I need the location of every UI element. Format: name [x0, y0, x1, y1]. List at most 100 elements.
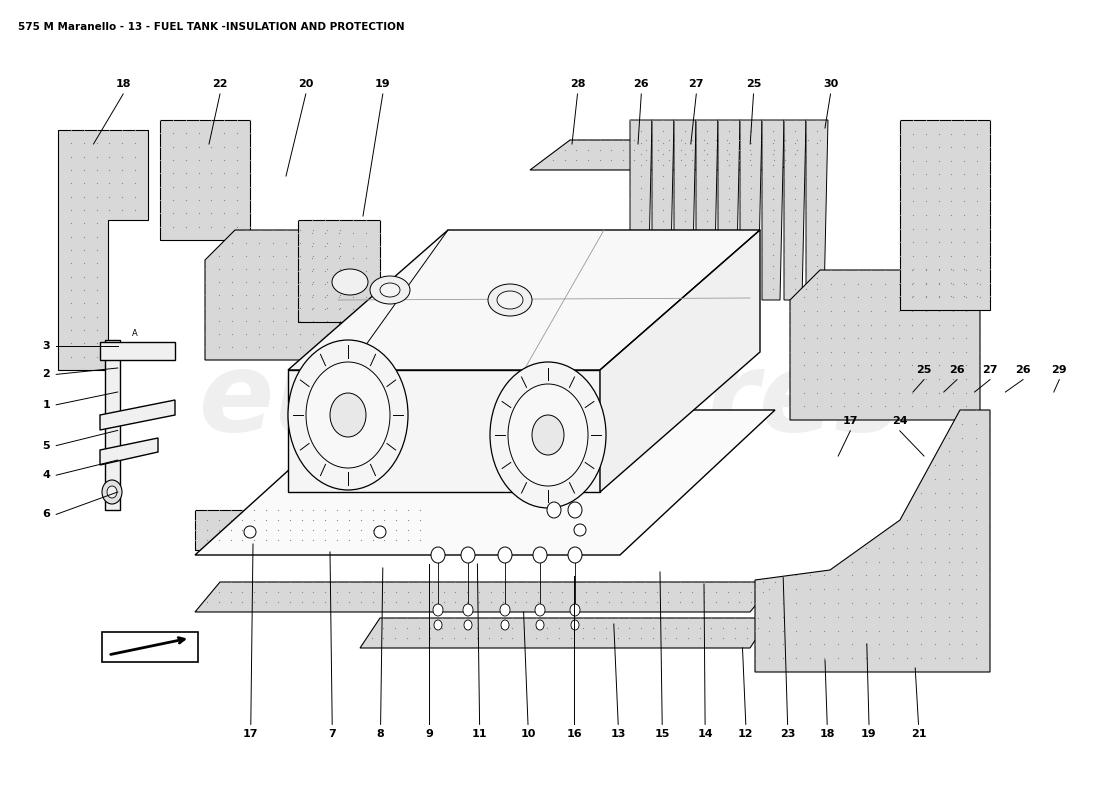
Point — [971, 278, 989, 290]
Point — [884, 555, 902, 568]
Point — [305, 250, 322, 262]
Point — [967, 528, 984, 541]
Point — [781, 373, 799, 386]
Point — [644, 226, 661, 239]
Point — [943, 209, 960, 222]
Point — [956, 250, 974, 262]
Point — [720, 158, 738, 171]
Point — [891, 168, 909, 181]
Point — [210, 504, 228, 517]
Point — [968, 195, 986, 208]
Point — [433, 622, 451, 634]
Point — [632, 125, 650, 138]
Point — [968, 209, 986, 222]
Text: A: A — [132, 329, 138, 338]
Point — [891, 263, 909, 276]
Point — [843, 597, 860, 610]
Point — [904, 182, 922, 194]
Point — [917, 373, 935, 386]
Point — [795, 332, 813, 345]
Point — [742, 192, 760, 205]
Point — [216, 127, 233, 140]
Point — [328, 504, 345, 517]
Point — [786, 260, 804, 273]
Point — [720, 181, 738, 194]
Point — [742, 136, 760, 149]
Point — [88, 164, 106, 177]
Point — [862, 332, 880, 345]
Point — [88, 310, 106, 323]
Point — [539, 611, 557, 624]
Point — [746, 610, 763, 623]
Point — [151, 207, 168, 220]
Point — [190, 154, 208, 166]
Point — [444, 622, 462, 634]
Point — [198, 595, 216, 608]
Point — [710, 215, 727, 228]
Point — [302, 226, 320, 239]
Point — [968, 114, 986, 126]
Point — [210, 534, 228, 546]
Point — [754, 249, 771, 262]
Point — [710, 238, 727, 250]
Point — [666, 170, 683, 182]
Point — [364, 595, 382, 608]
Text: 26: 26 — [634, 79, 649, 89]
Point — [210, 328, 228, 341]
Point — [754, 125, 771, 138]
Point — [676, 226, 694, 239]
Text: 23: 23 — [780, 730, 795, 739]
Point — [776, 181, 793, 194]
Point — [344, 214, 362, 226]
Point — [331, 275, 349, 289]
Ellipse shape — [570, 604, 580, 616]
Point — [515, 622, 532, 634]
Point — [710, 181, 727, 194]
Point — [318, 237, 336, 250]
Point — [280, 534, 298, 546]
Point — [719, 595, 737, 608]
Point — [954, 638, 971, 651]
Point — [364, 586, 382, 598]
Point — [317, 534, 334, 546]
Point — [216, 154, 233, 166]
Point — [666, 114, 683, 126]
Point — [891, 250, 909, 262]
Text: 10: 10 — [520, 730, 536, 739]
Point — [568, 144, 585, 157]
Point — [62, 257, 79, 270]
Point — [305, 534, 322, 546]
Point — [222, 523, 240, 536]
Point — [676, 282, 694, 295]
Point — [981, 127, 999, 140]
Point — [903, 305, 921, 318]
Point — [75, 270, 92, 283]
Point — [981, 528, 999, 541]
Point — [776, 114, 793, 126]
Point — [270, 514, 287, 526]
Point — [302, 303, 320, 316]
Point — [926, 610, 944, 623]
Point — [305, 504, 322, 517]
Point — [317, 278, 334, 290]
Point — [229, 180, 246, 193]
Point — [305, 262, 322, 275]
Point — [290, 302, 308, 314]
Point — [849, 386, 867, 399]
Point — [330, 303, 348, 316]
Point — [877, 332, 894, 345]
Point — [305, 595, 322, 608]
Point — [943, 290, 960, 303]
Point — [703, 622, 720, 634]
Point — [899, 638, 916, 651]
Text: 1: 1 — [42, 400, 51, 410]
Point — [190, 114, 208, 126]
Point — [621, 282, 639, 295]
Point — [877, 400, 894, 413]
Point — [482, 595, 499, 608]
Text: 12: 12 — [738, 730, 754, 739]
Polygon shape — [288, 230, 760, 370]
Point — [676, 249, 694, 262]
Point — [862, 278, 880, 290]
Point — [926, 500, 944, 513]
